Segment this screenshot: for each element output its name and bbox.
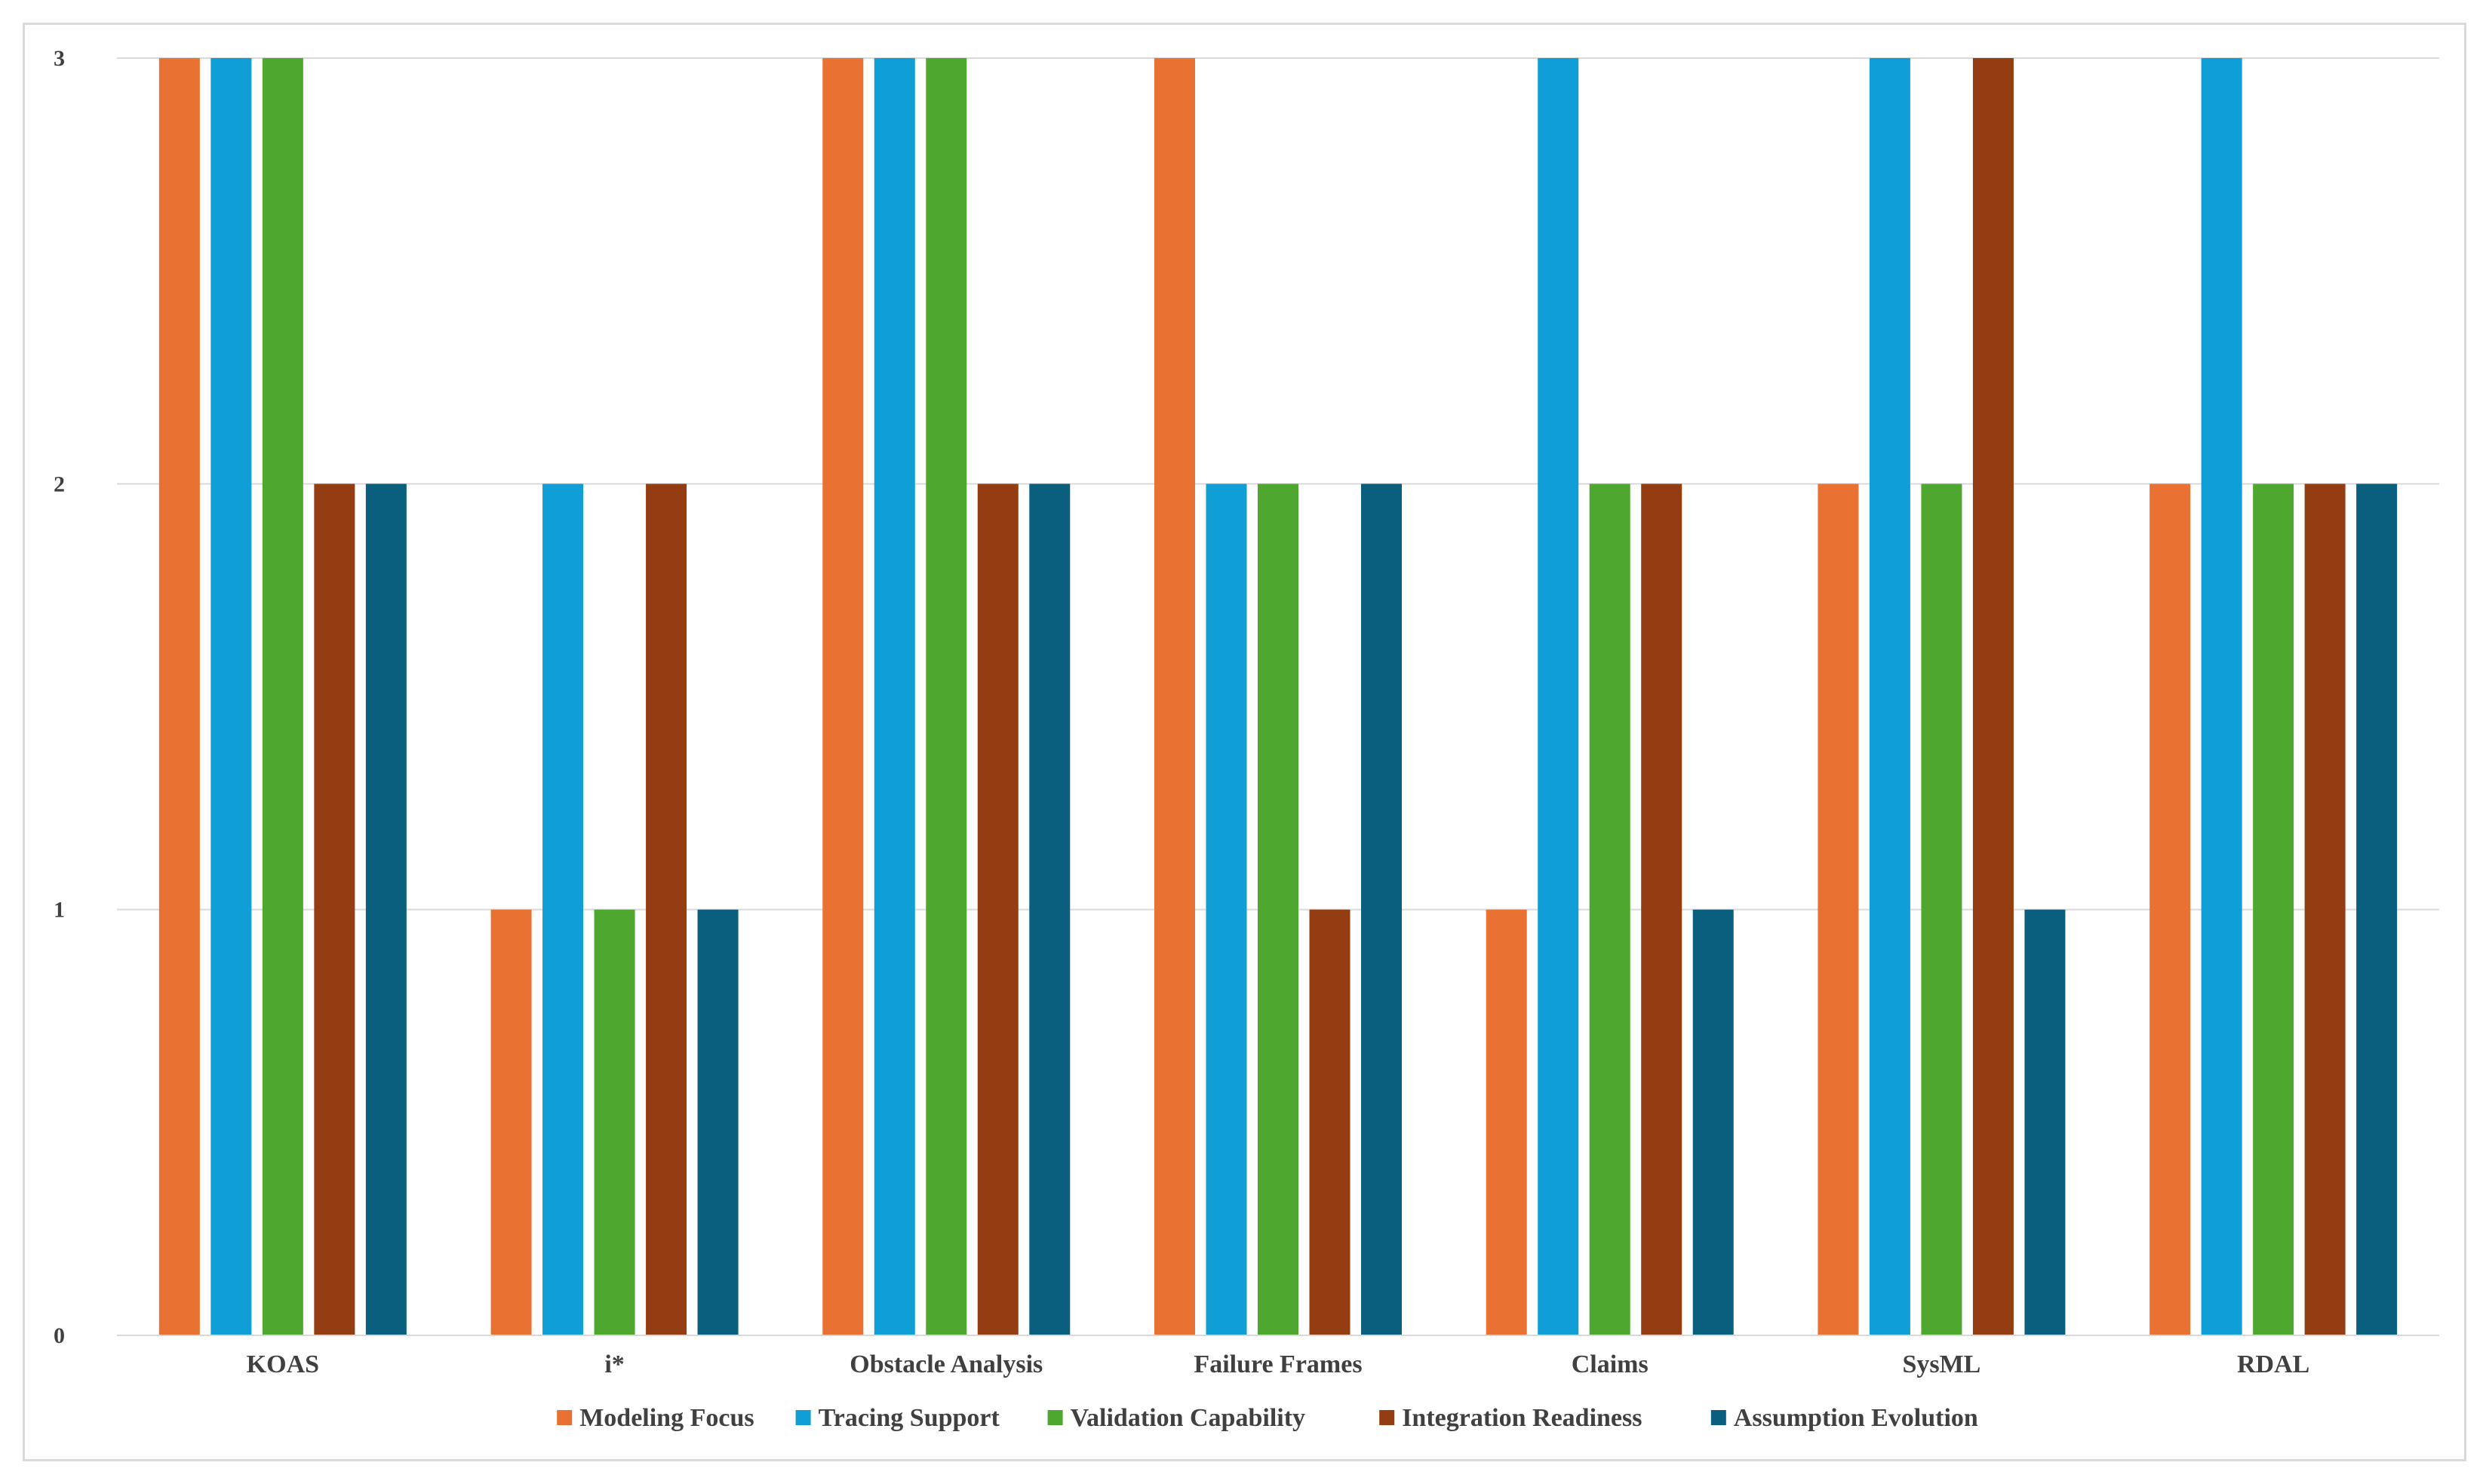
- bar-claims-integration-readiness: [1641, 484, 1682, 1336]
- bar-i-validation-capability: [594, 909, 635, 1335]
- bar-sysml-tracing-support: [1869, 58, 1910, 1335]
- bar-sysml-integration-readiness: [1972, 58, 2014, 1335]
- chart-frame: 0 1 2 3 KOAS i* Obstacle Analysis Failure Fram…: [23, 23, 2466, 1461]
- category-label-failure-frames: Failure Frames: [1194, 1350, 1362, 1378]
- legend-label-modeling-focus: Modeling Focus: [579, 1404, 754, 1432]
- category-label-rdal: RDAL: [2237, 1350, 2309, 1378]
- y-axis-ticks: 0 1 2 3: [54, 46, 65, 1348]
- y-tick-label-1: 1: [54, 898, 65, 923]
- bar-koas-integration-readiness: [314, 484, 355, 1336]
- bar-failure-frames-validation-capability: [1258, 484, 1298, 1336]
- bar-i-tracing-support: [542, 484, 584, 1336]
- legend-label-tracing-support: Tracing Support: [819, 1404, 1000, 1432]
- legend-swatch-integration-readiness: [1379, 1410, 1395, 1425]
- bar-rdal-assumption-evolution: [2356, 484, 2398, 1336]
- bar-sysml-assumption-evolution: [2024, 909, 2066, 1335]
- bar-obstacle-analysis-assumption-evolution: [1029, 484, 1071, 1336]
- legend-label-integration-readiness: Integration Readiness: [1402, 1404, 1642, 1432]
- bar-i-modeling-focus: [490, 909, 532, 1335]
- legend-swatch-tracing-support: [795, 1410, 811, 1425]
- bar-failure-frames-assumption-evolution: [1361, 484, 1402, 1336]
- bar-chart: 0 1 2 3 KOAS i* Obstacle Analysis Failure Fram…: [54, 46, 2439, 1432]
- bar-rdal-validation-capability: [2253, 484, 2294, 1336]
- category-labels: KOAS i* Obstacle Analysis Failure Frames Cla…: [247, 1350, 2310, 1378]
- bar-failure-frames-tracing-support: [1206, 484, 1247, 1336]
- legend-swatch-modeling-focus: [557, 1410, 573, 1425]
- bar-koas-validation-capability: [262, 58, 303, 1335]
- bar-obstacle-analysis-validation-capability: [926, 58, 967, 1335]
- bar-claims-assumption-evolution: [1692, 909, 1734, 1335]
- category-label-obstacle-analysis: Obstacle Analysis: [850, 1350, 1043, 1378]
- legend-swatch-validation-capability: [1047, 1410, 1063, 1425]
- bar-rdal-tracing-support: [2201, 58, 2242, 1335]
- y-tick-label-2: 2: [54, 472, 65, 496]
- bar-sysml-validation-capability: [1921, 484, 1962, 1336]
- bar-obstacle-analysis-modeling-focus: [822, 58, 864, 1335]
- bar-i-assumption-evolution: [697, 909, 739, 1335]
- bar-rdal-integration-readiness: [2304, 484, 2346, 1336]
- legend: Modeling Focus Tracing Support Validation …: [557, 1404, 1978, 1432]
- legend-label-assumption-evolution: Assumption Evolution: [1734, 1404, 1978, 1432]
- bar-obstacle-analysis-integration-readiness: [977, 484, 1019, 1336]
- bar-claims-modeling-focus: [1486, 909, 1527, 1335]
- bar-claims-tracing-support: [1538, 58, 1579, 1335]
- bar-failure-frames-integration-readiness: [1309, 909, 1351, 1335]
- bar-i-integration-readiness: [646, 484, 687, 1336]
- bar-koas-tracing-support: [210, 58, 252, 1335]
- category-label-sysml: SysML: [1902, 1350, 1980, 1378]
- y-tick-label-0: 0: [54, 1323, 65, 1348]
- bar-claims-validation-capability: [1589, 484, 1630, 1336]
- bar-failure-frames-modeling-focus: [1154, 58, 1195, 1335]
- bar-koas-assumption-evolution: [365, 484, 407, 1336]
- bar-koas-modeling-focus: [158, 58, 200, 1335]
- category-label-claims: Claims: [1572, 1350, 1649, 1378]
- category-label-koas: KOAS: [247, 1350, 319, 1378]
- bar-obstacle-analysis-tracing-support: [874, 58, 915, 1335]
- legend-swatch-assumption-evolution: [1710, 1410, 1726, 1425]
- y-tick-label-3: 3: [54, 46, 65, 71]
- legend-label-validation-capability: Validation Capability: [1071, 1404, 1305, 1432]
- bar-sysml-modeling-focus: [1818, 484, 1859, 1336]
- bars: [158, 58, 2398, 1336]
- category-label-i: i*: [604, 1350, 624, 1378]
- bar-rdal-modeling-focus: [2149, 484, 2191, 1336]
